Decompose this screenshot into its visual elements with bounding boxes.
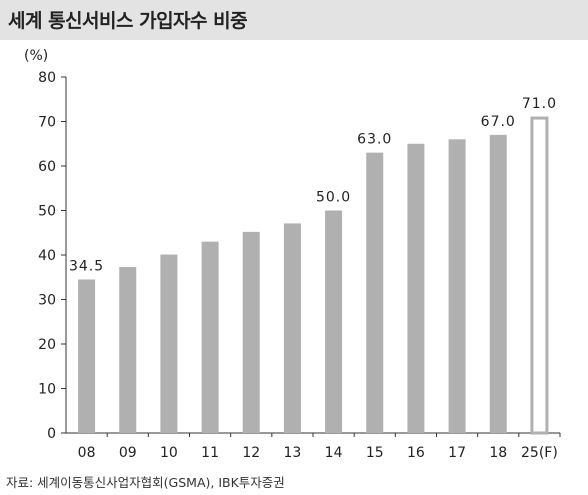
x-tick-label: 17 — [448, 445, 466, 461]
y-tick-label: 70 — [38, 115, 56, 131]
x-tick-label: 16 — [407, 445, 425, 461]
x-tick-label: 13 — [284, 445, 302, 461]
x-tick-label: 10 — [160, 445, 178, 461]
bar — [283, 223, 301, 433]
bar — [242, 231, 260, 433]
x-tick-label: 15 — [366, 445, 384, 461]
x-tick-label: 11 — [201, 445, 219, 461]
y-axis: (%) 0 10 20 30 40 50 60 70 80 — [24, 48, 67, 442]
bar — [78, 279, 96, 433]
y-tick-label: 40 — [38, 248, 56, 264]
x-tick-label: 12 — [242, 445, 260, 461]
y-tick-label: 50 — [38, 204, 56, 220]
bar — [119, 267, 137, 433]
bars — [78, 116, 549, 435]
y-tick-label: 30 — [38, 293, 56, 309]
y-axis-unit-label: (%) — [24, 48, 48, 64]
x-tick-label: 25(F) — [521, 445, 558, 461]
x-tick-label: 14 — [325, 445, 343, 461]
bar — [489, 134, 507, 433]
y-tick-label: 80 — [38, 70, 56, 86]
data-labels: 34.5 50.0 63.0 67.0 71.0 — [69, 96, 557, 274]
x-tick-label: 09 — [119, 445, 137, 461]
y-tick-label: 10 — [38, 382, 56, 398]
source-note: 자료: 세계이동통신사업자협회(GSMA), IBK투자증권 — [6, 475, 285, 490]
bar — [201, 241, 219, 433]
bar — [448, 139, 466, 434]
bar-chart: (%) 0 10 20 30 40 50 60 70 80 08 09 10 11 12 13 14 15 16 1… — [24, 48, 561, 461]
y-tick-label: 60 — [38, 159, 56, 175]
data-label: 50.0 — [316, 190, 351, 206]
data-label: 63.0 — [357, 132, 392, 148]
data-label: 67.0 — [481, 114, 516, 130]
bar — [325, 210, 343, 433]
x-axis: 08 09 10 11 12 13 14 15 16 17 18 25(F) — [66, 432, 561, 461]
chart-title: 세계 통신서비스 가입자수 비중 — [8, 10, 248, 32]
bar — [366, 152, 384, 433]
y-tick-label: 0 — [47, 426, 56, 442]
x-tick-label: 08 — [78, 445, 96, 461]
data-label: 34.5 — [69, 258, 104, 274]
title-bar: 세계 통신서비스 가입자수 비중 — [0, 0, 588, 40]
bar-forecast — [530, 116, 549, 435]
bar — [407, 143, 425, 433]
x-tick-label: 18 — [489, 445, 507, 461]
bar — [160, 254, 178, 433]
y-tick-label: 20 — [38, 337, 56, 353]
data-label: 71.0 — [522, 96, 557, 112]
